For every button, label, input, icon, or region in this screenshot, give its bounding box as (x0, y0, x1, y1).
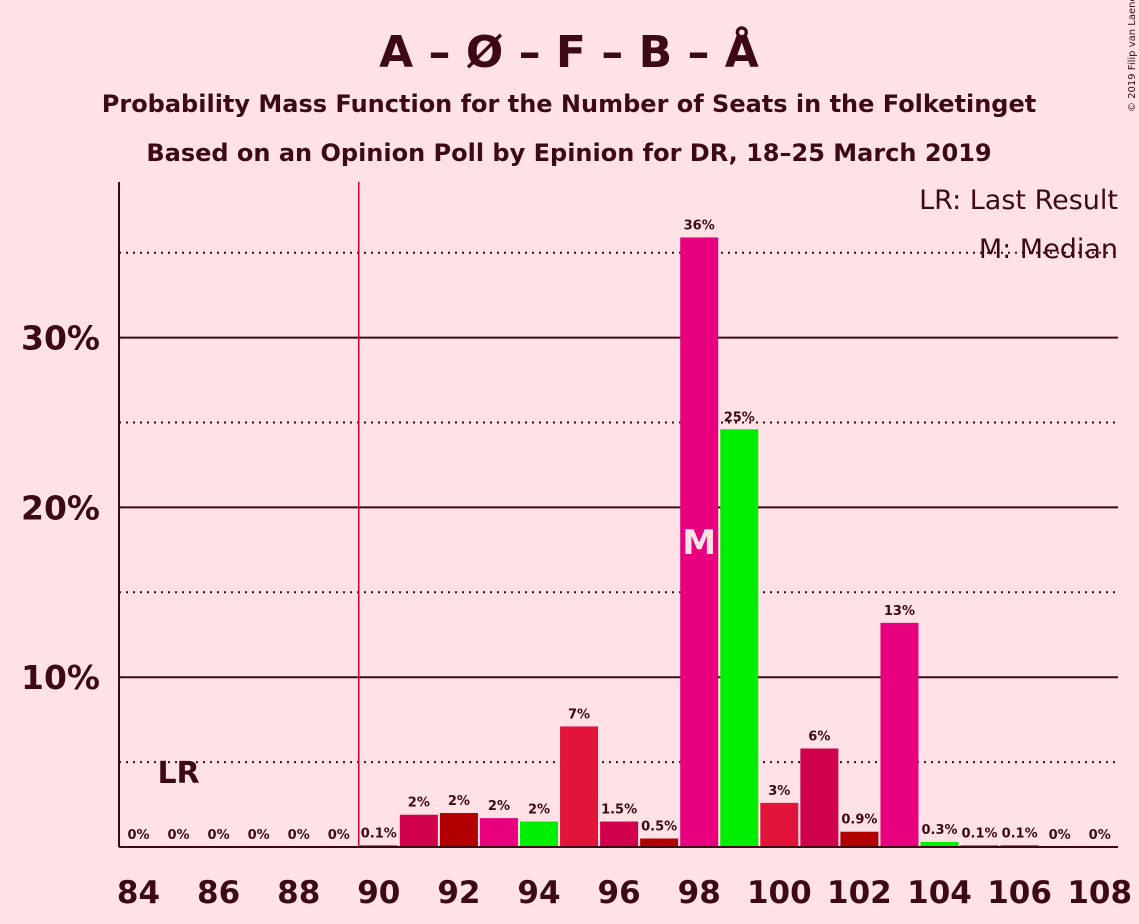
bar-seat-94 (520, 821, 558, 847)
chart-subtitle-2: Based on an Opinion Poll by Epinion for … (146, 139, 991, 167)
bar-value-label: 2% (448, 794, 470, 809)
bar-seat-100 (760, 802, 799, 847)
x-tick-label: 108 (1067, 875, 1132, 911)
y-tick-label: 10% (21, 658, 100, 697)
bar-value-label: 0% (328, 828, 350, 843)
x-tick-label: 98 (678, 875, 721, 911)
bar-seat-104 (920, 841, 959, 847)
bar-value-label: 36% (684, 218, 715, 233)
bar-value-label: 0.1% (361, 826, 397, 841)
bar-seat-91 (399, 814, 438, 847)
legend-last-result: LR: Last Result (919, 185, 1118, 216)
bar-seat-92 (439, 813, 478, 847)
bar-seat-103 (880, 622, 919, 847)
bar-value-label: 2% (408, 796, 430, 811)
bar-value-label: 0% (248, 828, 270, 843)
bar-value-label: 1.5% (601, 803, 637, 818)
bar-value-label: 6% (808, 730, 830, 745)
y-tick-label: 20% (21, 488, 100, 527)
bar-seat-93 (479, 818, 518, 847)
bar-seat-95 (560, 726, 599, 847)
bar-value-label: 0% (1049, 828, 1071, 843)
bar-seat-96 (600, 821, 639, 847)
bar-seat-102 (840, 831, 879, 847)
bar-value-label: 0% (208, 828, 230, 843)
bar-value-label: 0% (168, 828, 190, 843)
bar-value-label: 7% (568, 707, 590, 722)
bar-value-label: 0.3% (921, 823, 957, 838)
x-tick-label: 94 (517, 875, 560, 911)
bar-value-label: 0% (127, 828, 149, 843)
bar-labels: 0% 0% 0% 0% 0% 0% 0.1% 2% 2% 2% 2% 7% 1.5% 0.5% 36% 25%… (127, 218, 1110, 843)
chart-title: A – Ø – F – B – Å (379, 25, 759, 78)
axes (118, 182, 1118, 848)
bar-seat-99 (720, 429, 759, 847)
bar-value-label: 3% (768, 784, 790, 799)
bar-value-label: 0% (1089, 828, 1111, 843)
bar-value-label: 0.9% (841, 813, 877, 828)
bar-seat-97 (640, 838, 679, 847)
bar-value-label: 2% (528, 803, 550, 818)
legend-median: M: Median (979, 234, 1118, 265)
x-tick-label: 92 (437, 875, 480, 911)
x-tick-label: 86 (197, 875, 240, 911)
bar-value-label: 0.1% (1002, 826, 1038, 841)
bar-value-label: 25% (724, 410, 755, 425)
x-tick-label: 102 (827, 875, 892, 911)
x-tick-label: 84 (117, 875, 160, 911)
y-tick-labels: 10% 20% 30% (21, 319, 100, 698)
chart-subtitle-1: Probability Mass Function for the Number… (102, 90, 1036, 118)
y-tick-label: 30% (21, 319, 100, 358)
x-tick-label: 104 (907, 875, 972, 911)
copyright-text: © 2019 Filip van Laenen (1127, 0, 1138, 112)
x-tick-label: 90 (357, 875, 400, 911)
bar-value-label: 0% (288, 828, 310, 843)
bar-value-label: 0.5% (641, 820, 677, 835)
bar-value-label: 2% (488, 799, 510, 814)
last-result-marker: LR (157, 756, 199, 791)
bar-seat-101 (800, 748, 839, 847)
x-tick-label: 96 (598, 875, 641, 911)
x-tick-label: 100 (747, 875, 812, 911)
grid-lines (119, 182, 1118, 847)
bar-seat-98 (680, 237, 719, 848)
x-tick-label: 88 (277, 875, 320, 911)
bar-value-label: 13% (884, 604, 915, 619)
x-tick-label: 106 (987, 875, 1052, 911)
median-marker: M (682, 523, 716, 563)
bars (359, 237, 1039, 848)
bar-value-label: 0.1% (962, 826, 998, 841)
x-tick-labels: 84 86 88 90 92 94 96 98 100 102 104 106 108 (117, 875, 1132, 911)
